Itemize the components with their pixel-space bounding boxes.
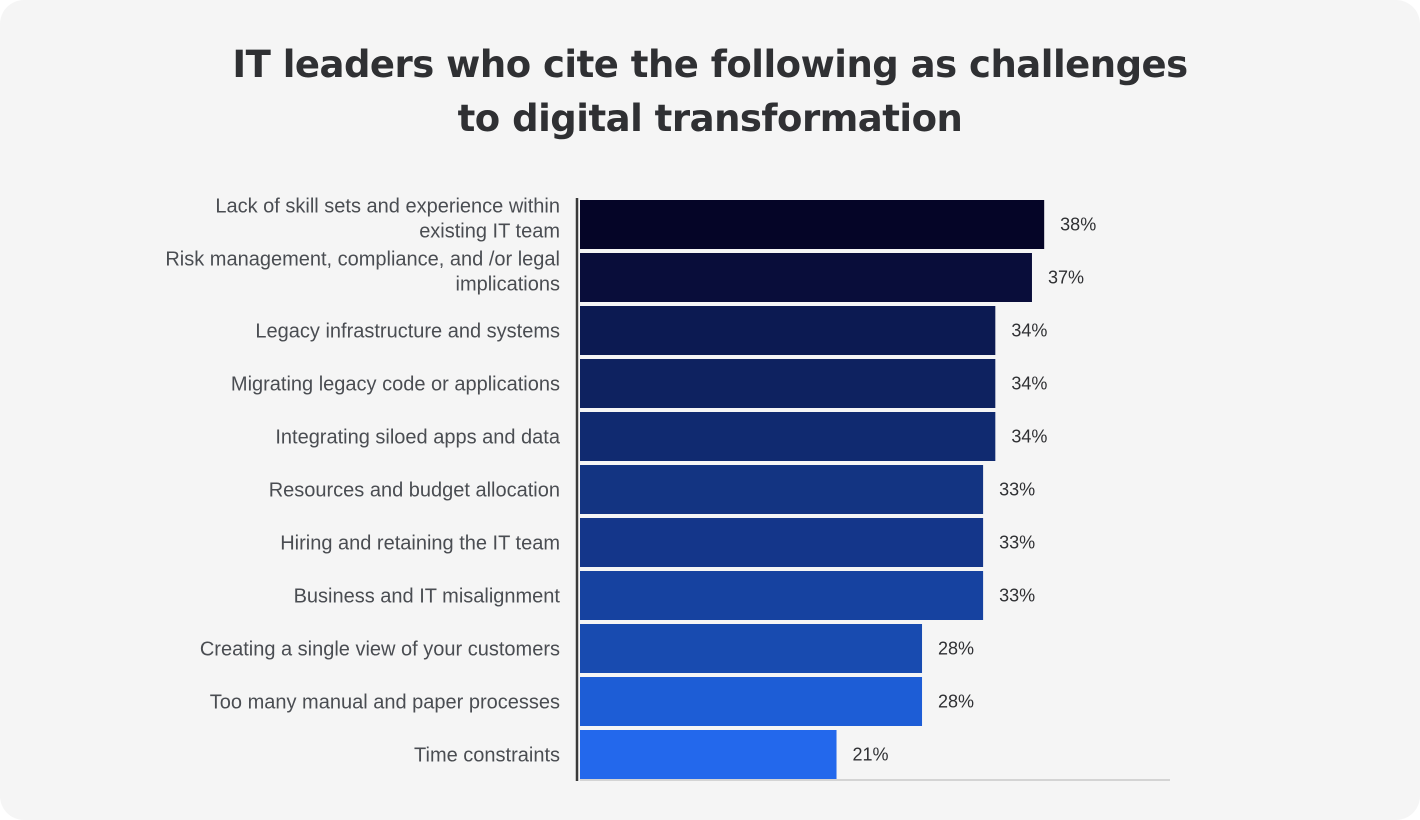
data-label: 33% [999,586,1035,606]
category-label: Time constraints [414,745,560,767]
bar [580,412,996,461]
data-label: 34% [1011,321,1047,341]
category-label: Lack of skill sets and experience within [215,196,560,218]
bar [580,465,984,514]
data-label: 34% [1011,374,1047,394]
category-label: Integrating siloed apps and data [275,427,561,449]
data-label: 34% [1011,427,1047,447]
data-label: 37% [1048,268,1084,288]
bar [580,359,996,408]
bar [580,677,923,726]
data-label: 28% [938,639,974,659]
data-label: 33% [999,533,1035,553]
category-label: existing IT team [419,221,560,243]
bar [580,730,837,779]
chart-title-line-2: to digital transformation [457,97,963,140]
chart-title: IT leaders who cite the following as cha… [0,38,1420,146]
data-label: 28% [938,692,974,712]
bar [580,200,1045,249]
category-label: Risk management, compliance, and /or leg… [165,249,560,271]
bar [580,253,1032,302]
category-label: Resources and budget allocation [269,480,560,502]
category-label: Migrating legacy code or applications [231,374,560,396]
category-label: implications [456,274,560,296]
category-label: Legacy infrastructure and systems [255,321,560,343]
category-label: Creating a single view of your customers [200,639,560,661]
data-label: 38% [1060,215,1096,235]
data-label: 21% [853,745,889,765]
bar [580,306,996,355]
bar [580,571,984,620]
chart-title-line-1: IT leaders who cite the following as cha… [232,43,1188,86]
bar [580,624,923,673]
category-label: Hiring and retaining the IT team [280,533,560,555]
bar [580,518,984,567]
category-label: Too many manual and paper processes [210,692,560,714]
data-label: 33% [999,480,1035,500]
category-label: Business and IT misalignment [294,586,561,608]
